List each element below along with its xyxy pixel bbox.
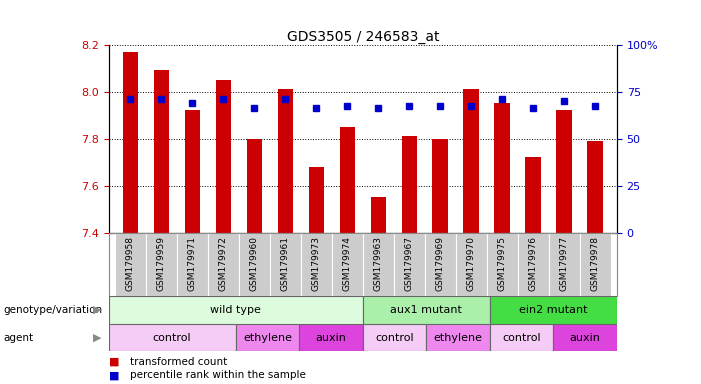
Bar: [299, 324, 363, 351]
Bar: [425, 233, 456, 296]
Text: GSM179963: GSM179963: [374, 236, 383, 291]
Text: control: control: [503, 333, 541, 343]
Text: GSM179973: GSM179973: [312, 236, 321, 291]
Bar: [371, 197, 386, 233]
Bar: [456, 233, 486, 296]
Bar: [270, 233, 301, 296]
Bar: [363, 296, 490, 324]
Text: GSM179959: GSM179959: [157, 236, 166, 291]
Text: genotype/variation: genotype/variation: [4, 305, 102, 315]
Text: ▶: ▶: [93, 333, 102, 343]
Bar: [549, 233, 580, 296]
Text: GSM179972: GSM179972: [219, 236, 228, 291]
Bar: [587, 141, 603, 233]
Bar: [494, 103, 510, 233]
Text: GSM179958: GSM179958: [126, 236, 135, 291]
Bar: [184, 111, 200, 233]
Bar: [463, 89, 479, 233]
Text: control: control: [153, 333, 191, 343]
Bar: [154, 70, 169, 233]
Bar: [339, 127, 355, 233]
Text: ethylene: ethylene: [433, 333, 482, 343]
Text: transformed count: transformed count: [130, 357, 227, 367]
Bar: [557, 111, 572, 233]
Bar: [123, 51, 138, 233]
Bar: [301, 233, 332, 296]
Bar: [526, 157, 541, 233]
Text: auxin: auxin: [570, 333, 601, 343]
Text: ▶: ▶: [93, 305, 102, 315]
Bar: [146, 233, 177, 296]
Title: GDS3505 / 246583_at: GDS3505 / 246583_at: [287, 30, 439, 43]
Text: ethylene: ethylene: [243, 333, 292, 343]
Text: GSM179975: GSM179975: [498, 236, 507, 291]
Bar: [177, 233, 207, 296]
Text: ■: ■: [109, 357, 119, 367]
Bar: [363, 233, 394, 296]
Bar: [247, 139, 262, 233]
Bar: [433, 139, 448, 233]
Text: GSM179969: GSM179969: [436, 236, 444, 291]
Text: percentile rank within the sample: percentile rank within the sample: [130, 370, 306, 380]
Bar: [236, 324, 299, 351]
Text: agent: agent: [4, 333, 34, 343]
Bar: [490, 296, 617, 324]
Text: wild type: wild type: [210, 305, 261, 315]
Bar: [580, 233, 611, 296]
Bar: [216, 80, 231, 233]
Bar: [518, 233, 549, 296]
Bar: [363, 324, 426, 351]
Text: aux1 mutant: aux1 mutant: [390, 305, 462, 315]
Bar: [553, 324, 617, 351]
Text: GSM179967: GSM179967: [404, 236, 414, 291]
Text: auxin: auxin: [315, 333, 346, 343]
Text: GSM179960: GSM179960: [250, 236, 259, 291]
Bar: [486, 233, 518, 296]
Bar: [278, 89, 293, 233]
Bar: [426, 324, 490, 351]
Bar: [115, 233, 146, 296]
Text: control: control: [375, 333, 414, 343]
Text: GSM179978: GSM179978: [591, 236, 599, 291]
Bar: [109, 296, 363, 324]
Text: GSM179974: GSM179974: [343, 236, 352, 291]
Text: GSM179977: GSM179977: [559, 236, 569, 291]
Bar: [109, 324, 236, 351]
Text: ■: ■: [109, 370, 119, 380]
Bar: [394, 233, 425, 296]
Text: GSM179976: GSM179976: [529, 236, 538, 291]
Text: GSM179971: GSM179971: [188, 236, 197, 291]
Bar: [332, 233, 363, 296]
Text: ein2 mutant: ein2 mutant: [519, 305, 587, 315]
Text: GSM179970: GSM179970: [467, 236, 476, 291]
Bar: [239, 233, 270, 296]
Bar: [402, 136, 417, 233]
Bar: [207, 233, 239, 296]
Bar: [490, 324, 553, 351]
Bar: [308, 167, 324, 233]
Text: GSM179961: GSM179961: [281, 236, 290, 291]
